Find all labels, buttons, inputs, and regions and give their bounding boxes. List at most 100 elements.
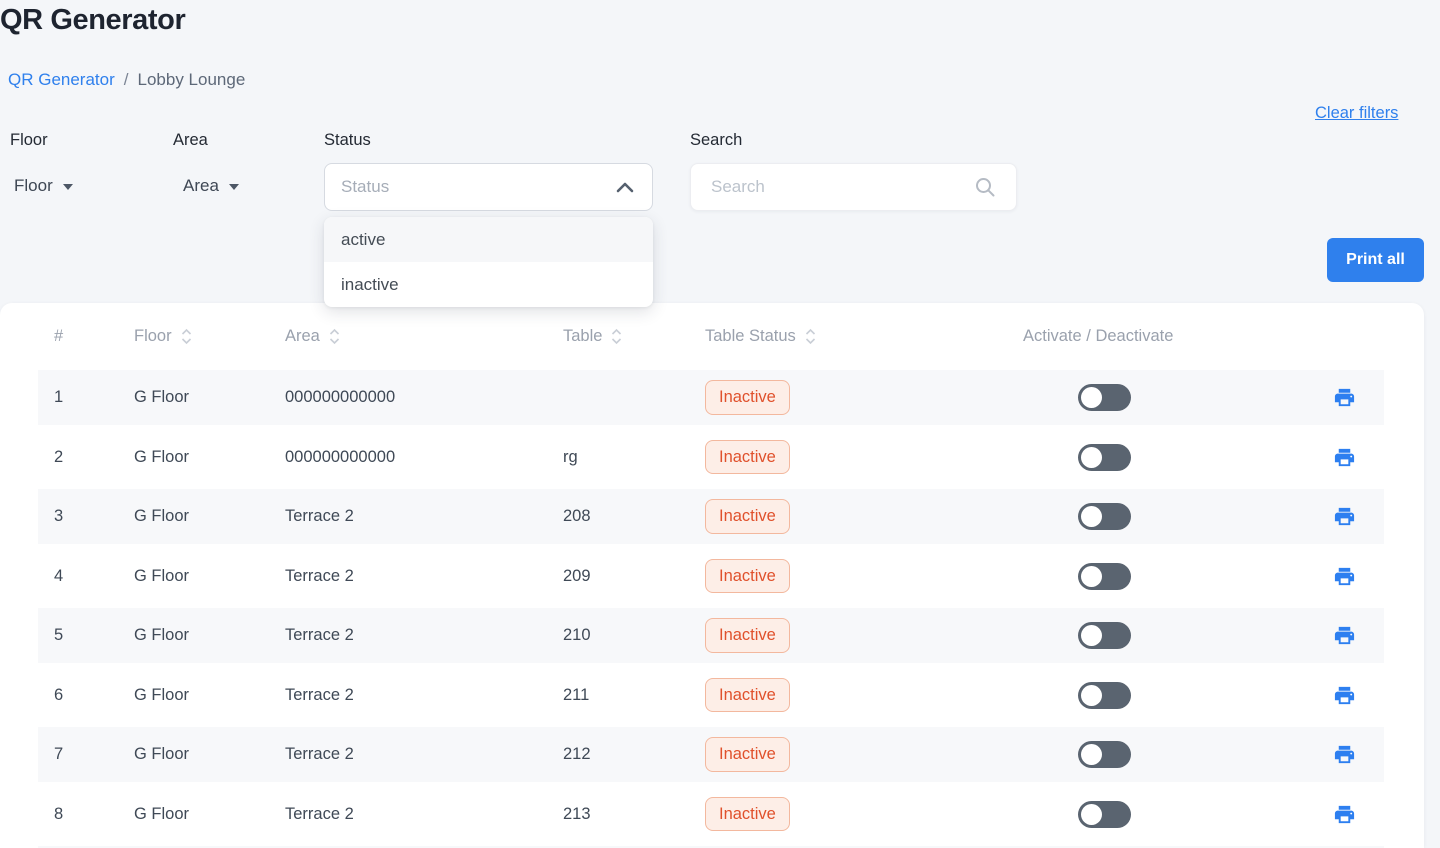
- page-title: QR Generator: [0, 4, 186, 36]
- column-header-table[interactable]: Table: [547, 327, 689, 346]
- floor-cell: G Floor: [134, 447, 190, 466]
- print-cell: [1304, 370, 1384, 425]
- table-row: 1 G Floor 000000000000 Inactive: [38, 370, 1384, 425]
- toggle-knob: [1081, 565, 1102, 587]
- activate-toggle[interactable]: [1078, 562, 1131, 590]
- status-select[interactable]: Status: [324, 163, 653, 211]
- print-all-button[interactable]: Print all: [1327, 238, 1424, 282]
- status-badge: Inactive: [705, 558, 790, 594]
- floor-dropdown[interactable]: Floor: [14, 176, 73, 196]
- activate-toggle-cell: [1007, 489, 1304, 544]
- table-name-cell: 209: [563, 566, 591, 585]
- table-name-cell: 208: [563, 507, 591, 525]
- table-name-cell: 212: [563, 745, 591, 763]
- column-header-label: Table: [563, 327, 603, 345]
- row-index-cell: 2: [54, 447, 64, 466]
- print-cell: [1304, 549, 1384, 604]
- table-row-partial: [38, 846, 1384, 848]
- status-badge: Inactive: [705, 677, 790, 713]
- floor-filter-label: Floor: [10, 131, 48, 149]
- activate-toggle-cell: [1007, 608, 1304, 663]
- printer-icon[interactable]: [1333, 446, 1356, 469]
- floor-cell: G Floor: [134, 566, 190, 585]
- printer-icon[interactable]: [1333, 565, 1356, 588]
- search-input[interactable]: [711, 177, 961, 197]
- caret-down-icon: [62, 184, 73, 190]
- activate-toggle[interactable]: [1078, 741, 1131, 768]
- printer-icon[interactable]: [1333, 803, 1356, 826]
- column-header-label: #: [54, 327, 64, 345]
- table-name-cell: [547, 370, 689, 425]
- area-dropdown-value: Area: [183, 176, 219, 195]
- status-badge: Inactive: [705, 618, 790, 653]
- column-header-status[interactable]: Table Status: [689, 327, 1007, 346]
- sort-chevrons-icon[interactable]: [611, 328, 622, 345]
- breadcrumb-separator: /: [123, 70, 129, 89]
- floor-cell: G Floor: [134, 685, 190, 704]
- floor-cell: G Floor: [134, 388, 190, 406]
- printer-icon[interactable]: [1333, 743, 1356, 766]
- table-name-cell: 211: [563, 685, 590, 704]
- floor-cell: G Floor: [134, 804, 190, 823]
- table-status-cell: Inactive: [689, 370, 1007, 425]
- table-status-cell: Inactive: [689, 668, 1007, 723]
- print-cell: [1304, 430, 1384, 485]
- area-cell: Terrace 2: [285, 804, 354, 823]
- activate-toggle[interactable]: [1078, 800, 1131, 828]
- status-dropdown-menu: active inactive: [324, 217, 653, 307]
- breadcrumb-link-qr-generator[interactable]: QR Generator: [8, 70, 115, 89]
- activate-toggle[interactable]: [1078, 681, 1131, 709]
- toggle-knob: [1081, 744, 1102, 765]
- column-header-area[interactable]: Area: [269, 327, 547, 346]
- printer-icon[interactable]: [1333, 684, 1356, 707]
- print-cell: [1304, 489, 1384, 544]
- table-body: 1 G Floor 000000000000 Inactive 2 G Floor 0000…: [38, 370, 1384, 848]
- row-index-cell: 6: [54, 685, 64, 704]
- column-header-label: Floor: [134, 327, 172, 345]
- breadcrumb-current: Lobby Lounge: [137, 70, 246, 89]
- table-header-row: # Floor Area Table Table Status Activate / De…: [38, 303, 1384, 370]
- activate-toggle[interactable]: [1078, 622, 1131, 649]
- column-header-floor[interactable]: Floor: [118, 327, 269, 346]
- status-option-active[interactable]: active: [324, 217, 653, 262]
- printer-icon[interactable]: [1333, 386, 1356, 409]
- toggle-knob: [1081, 803, 1102, 825]
- table-status-cell: Inactive: [689, 549, 1007, 604]
- sort-chevrons-icon[interactable]: [329, 328, 340, 345]
- print-cell: [1304, 727, 1384, 782]
- table-row: 6 G Floor Terrace 2 211 Inactive: [38, 668, 1384, 723]
- print-cell: [1304, 668, 1384, 723]
- clear-filters-link[interactable]: Clear filters: [1315, 104, 1399, 122]
- status-option-inactive[interactable]: inactive: [341, 274, 399, 294]
- toggle-knob: [1081, 684, 1102, 706]
- activate-toggle[interactable]: [1078, 443, 1131, 471]
- area-cell: 000000000000: [285, 447, 396, 466]
- table-name-cell: 210: [563, 626, 591, 644]
- status-badge: Inactive: [705, 380, 790, 415]
- area-cell: Terrace 2: [285, 626, 354, 644]
- column-header-label: Table Status: [705, 327, 796, 345]
- floor-cell: G Floor: [134, 626, 190, 644]
- row-index-cell: 5: [54, 626, 64, 644]
- toggle-knob: [1081, 506, 1102, 527]
- table-row: 3 G Floor Terrace 2 208 Inactive: [38, 489, 1384, 544]
- caret-down-icon: [228, 184, 239, 190]
- column-header-label: Area: [285, 327, 320, 345]
- area-filter-label: Area: [173, 131, 208, 149]
- printer-icon[interactable]: [1333, 505, 1356, 528]
- activate-toggle[interactable]: [1078, 384, 1131, 411]
- activate-toggle[interactable]: [1078, 503, 1131, 530]
- table-name-cell: rg: [563, 447, 578, 466]
- row-index-cell: 8: [54, 804, 64, 823]
- search-box[interactable]: [690, 163, 1017, 211]
- toggle-knob: [1081, 446, 1102, 468]
- table-row: 2 G Floor 000000000000 rg Inactive: [38, 430, 1384, 485]
- row-index-cell: 1: [54, 388, 64, 406]
- row-index-cell: 4: [54, 566, 64, 585]
- sort-chevrons-icon[interactable]: [181, 328, 192, 345]
- table-row: 4 G Floor Terrace 2 209 Inactive: [38, 549, 1384, 604]
- printer-icon[interactable]: [1333, 624, 1356, 647]
- toggle-knob: [1081, 625, 1102, 646]
- area-dropdown[interactable]: Area: [183, 176, 239, 196]
- sort-chevrons-icon[interactable]: [805, 328, 816, 345]
